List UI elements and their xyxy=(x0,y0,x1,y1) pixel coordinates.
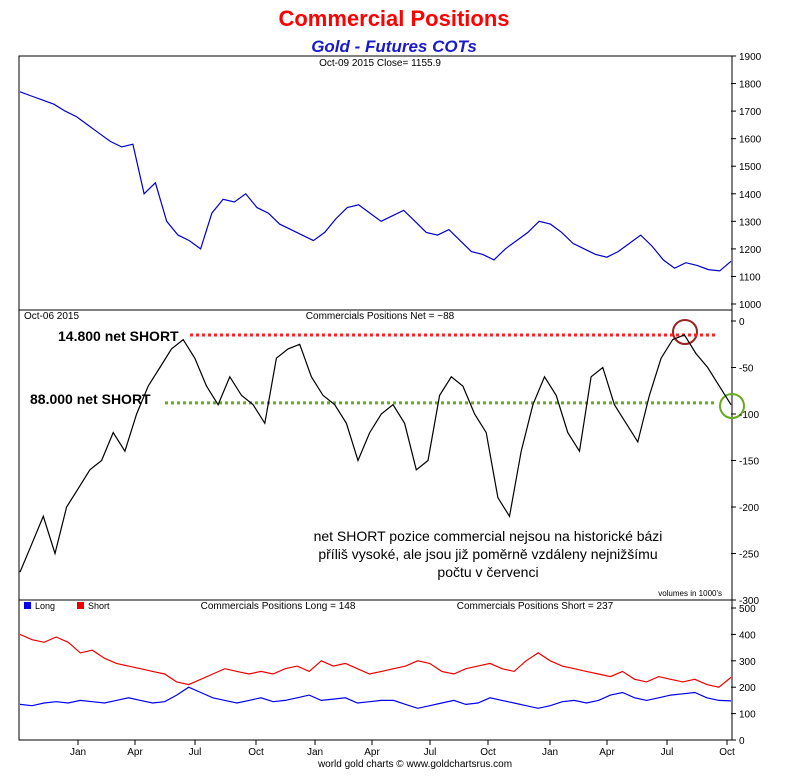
x-tick-label: Apr xyxy=(364,747,380,758)
comment-line-3: počtu v červenci xyxy=(437,564,538,580)
y-tick-label: 400 xyxy=(739,630,756,641)
y-tick-label: 1600 xyxy=(739,135,762,146)
series-line xyxy=(19,91,732,272)
high-point-circle xyxy=(672,319,698,345)
y-tick-label: -50 xyxy=(739,364,754,375)
y-tick-label: 500 xyxy=(739,604,756,615)
x-tick-label: Apr xyxy=(599,747,615,758)
y-tick-label: 1000 xyxy=(739,300,762,311)
y-tick-label: 0 xyxy=(739,736,745,747)
y-tick-label: 300 xyxy=(739,657,756,668)
legend-short-swatch xyxy=(77,602,84,609)
y-tick-label: -200 xyxy=(739,503,759,514)
price-panel-frame xyxy=(18,55,733,311)
legend-short-label: Short xyxy=(88,601,110,611)
y-tick-label: 1700 xyxy=(739,107,762,118)
x-tick-label: Oct xyxy=(719,747,735,758)
y-tick-label: 1400 xyxy=(739,190,762,201)
y-tick-label: 200 xyxy=(739,683,756,694)
x-tick-label: Jan xyxy=(70,747,86,758)
x-tick-label: Oct xyxy=(248,747,264,758)
y-tick-label: 1200 xyxy=(739,245,762,256)
comment-line-1: net SHORT pozice commercial nejsou na hi… xyxy=(314,528,663,544)
y-tick-label: -100 xyxy=(739,410,759,421)
y-tick-label: -250 xyxy=(739,550,759,561)
x-tick-label: Apr xyxy=(127,747,143,758)
short-panel-title: Commercials Positions Short = 237 xyxy=(457,601,614,612)
x-tick-label: Jul xyxy=(661,747,674,758)
y-tick-label: 1300 xyxy=(739,217,762,228)
longshort-panel-frame xyxy=(18,599,733,741)
footer-credit: world gold charts © www.goldchartsrus.co… xyxy=(317,759,512,770)
y-tick-label: 100 xyxy=(739,710,756,721)
y-tick-label: -300 xyxy=(739,596,759,607)
x-tick-label: Jan xyxy=(307,747,323,758)
net-panel-title: Commercials Positions Net = −88 xyxy=(306,311,455,322)
y-tick-label: -150 xyxy=(739,457,759,468)
current-point-circle xyxy=(719,393,745,419)
comment-line-2: příliš vysoké, ale jsou již poměrně vzdá… xyxy=(318,546,657,562)
y-tick-label: 0 xyxy=(739,317,745,328)
series-line xyxy=(19,633,732,688)
price-panel-title: Oct-09 2015 Close= 1155.9 xyxy=(319,58,441,69)
y-tick-label: 1500 xyxy=(739,162,762,173)
net-date-label: Oct-06 2015 xyxy=(24,311,79,322)
chart-subtitle: Gold - Futures COTs xyxy=(311,37,477,56)
y-tick-label: 1100 xyxy=(739,272,761,283)
series-line xyxy=(19,334,732,573)
label-88000-net-short: 88.000 net SHORT xyxy=(30,391,151,407)
legend-long-swatch xyxy=(24,602,31,609)
long-panel-title: Commercials Positions Long = 148 xyxy=(201,601,356,612)
label-14800-net-short: 14.800 net SHORT xyxy=(58,328,179,344)
x-tick-label: Jan xyxy=(542,747,558,758)
x-tick-label: Jul xyxy=(189,747,202,758)
x-tick-label: Oct xyxy=(480,747,496,758)
y-tick-label: 1900 xyxy=(739,52,762,63)
chart-title: Commercial Positions xyxy=(278,6,510,31)
legend-long-label: Long xyxy=(35,601,55,611)
volume-note: volumes in 1000's xyxy=(658,589,722,598)
series-line xyxy=(19,686,732,709)
x-tick-label: Jul xyxy=(424,747,437,758)
y-tick-label: 1800 xyxy=(739,80,762,91)
